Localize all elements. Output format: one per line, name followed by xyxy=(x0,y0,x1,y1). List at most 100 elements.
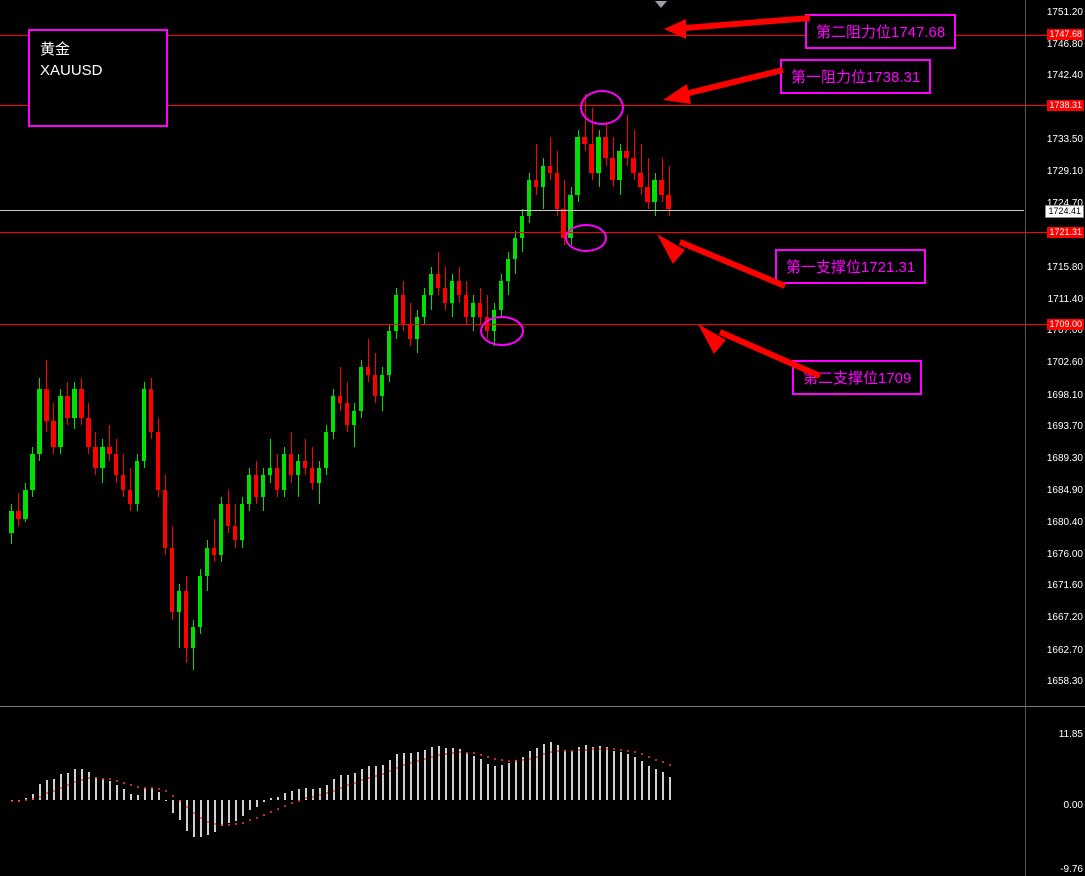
price-tick: 1729.10 xyxy=(1046,166,1083,178)
candle-body xyxy=(323,432,329,469)
macd-signal-point xyxy=(466,752,468,754)
candle-wick xyxy=(585,93,586,152)
candle-body xyxy=(365,367,371,375)
candle-body xyxy=(163,489,168,548)
macd-histogram-bar xyxy=(53,779,55,800)
candle-wick xyxy=(354,403,355,447)
macd-signal-point xyxy=(179,800,181,802)
macd-pane[interactable] xyxy=(0,707,1024,876)
candle-body xyxy=(526,180,531,217)
candle-wick xyxy=(109,425,110,462)
candle-body xyxy=(477,302,482,317)
candle-body xyxy=(226,504,231,526)
candle-body xyxy=(274,468,280,490)
macd-signal-point xyxy=(305,797,307,799)
candle-body xyxy=(121,475,126,490)
macd-histogram-bar xyxy=(634,757,636,800)
macd-histogram-bar xyxy=(459,749,461,800)
candle-body xyxy=(596,136,601,173)
price-tick: 1715.80 xyxy=(1046,261,1083,273)
macd-tick: -9.76 xyxy=(1060,864,1083,875)
macd-histogram-bar xyxy=(32,793,34,800)
price-tick: 1702.60 xyxy=(1046,357,1083,369)
macd-signal-point xyxy=(452,752,454,754)
macd-signal-point xyxy=(298,800,300,802)
candle-wick xyxy=(340,367,341,411)
macd-signal-point xyxy=(277,808,279,810)
macd-histogram-bar xyxy=(95,776,97,800)
macd-histogram-bar xyxy=(361,768,363,800)
candle-body xyxy=(652,180,657,202)
price-chart-pane[interactable] xyxy=(0,0,1024,706)
price-axis[interactable]: 1751.201746.801742.401738.001733.501729.… xyxy=(1025,0,1085,876)
macd-signal-point xyxy=(67,784,69,786)
candle-body xyxy=(414,316,420,339)
note-support-1: 第一支撑位1721.31 xyxy=(775,249,927,284)
macd-signal-point xyxy=(361,779,363,781)
candle-wick xyxy=(123,453,124,498)
macd-signal-point xyxy=(382,773,384,775)
macd-histogram-bar xyxy=(270,798,272,800)
macd-signal-point xyxy=(487,756,489,758)
tag-1724-41: 1724.41 xyxy=(1045,205,1084,218)
macd-histogram-bar xyxy=(508,763,510,800)
macd-signal-point xyxy=(564,750,566,752)
macd-signal-point xyxy=(522,759,524,761)
macd-signal-point xyxy=(270,811,272,813)
price-tick: 1742.40 xyxy=(1046,70,1083,82)
candle-body xyxy=(421,295,427,317)
candle-wick xyxy=(319,461,320,505)
candle-wick xyxy=(179,583,180,649)
macd-signal-point xyxy=(543,753,545,755)
macd-histogram-bar xyxy=(207,799,209,835)
candle-wick xyxy=(592,108,593,181)
macd-histogram-bar xyxy=(165,799,167,801)
macd-histogram-bar xyxy=(354,773,356,800)
macd-histogram-bar xyxy=(298,789,300,800)
macd-histogram-bar xyxy=(564,749,566,800)
level-line-support-2 xyxy=(0,324,1078,325)
macd-signal-point xyxy=(494,758,496,760)
macd-signal-point xyxy=(606,748,608,750)
candle-body xyxy=(260,475,266,498)
macd-histogram-bar xyxy=(382,764,384,800)
macd-histogram-bar xyxy=(536,747,538,800)
macd-signal-point xyxy=(473,752,475,754)
macd-signal-point xyxy=(389,770,391,772)
candle-body xyxy=(246,475,252,505)
chevron-down-icon xyxy=(655,1,667,8)
macd-signal-point xyxy=(403,764,405,766)
macd-signal-point xyxy=(74,781,76,783)
candle-body xyxy=(372,374,378,397)
macd-signal-point xyxy=(11,800,13,802)
candle-body xyxy=(114,453,119,476)
candle-body xyxy=(337,396,343,404)
macd-tick: 11.85 xyxy=(1058,729,1083,740)
candle-body xyxy=(575,136,580,195)
macd-signal-point xyxy=(158,788,160,790)
price-tick: 1689.30 xyxy=(1046,452,1083,464)
price-tick: 1676.00 xyxy=(1046,548,1083,560)
candle-body xyxy=(58,396,63,447)
candle-wick xyxy=(298,453,299,498)
candle-body xyxy=(456,280,461,296)
candle-body xyxy=(149,389,154,433)
macd-histogram-bar xyxy=(151,787,153,800)
macd-histogram-bar xyxy=(242,799,244,817)
macd-histogram-bar xyxy=(67,772,69,800)
macd-signal-point xyxy=(550,751,552,753)
macd-signal-point xyxy=(130,784,132,786)
macd-histogram-bar xyxy=(669,776,671,800)
candle-body xyxy=(589,144,594,173)
macd-signal-point xyxy=(396,767,398,769)
level-line-support-1 xyxy=(0,232,1078,233)
candle-wick xyxy=(130,468,131,512)
macd-histogram-bar xyxy=(137,794,139,800)
macd-signal-point xyxy=(193,812,195,814)
highlight-ellipse-mid xyxy=(565,224,607,252)
macd-signal-point xyxy=(340,787,342,789)
macd-histogram-bar xyxy=(592,746,594,800)
price-tick: 1680.40 xyxy=(1046,517,1083,529)
macd-histogram-bar xyxy=(333,779,335,800)
macd-signal-point xyxy=(46,792,48,794)
